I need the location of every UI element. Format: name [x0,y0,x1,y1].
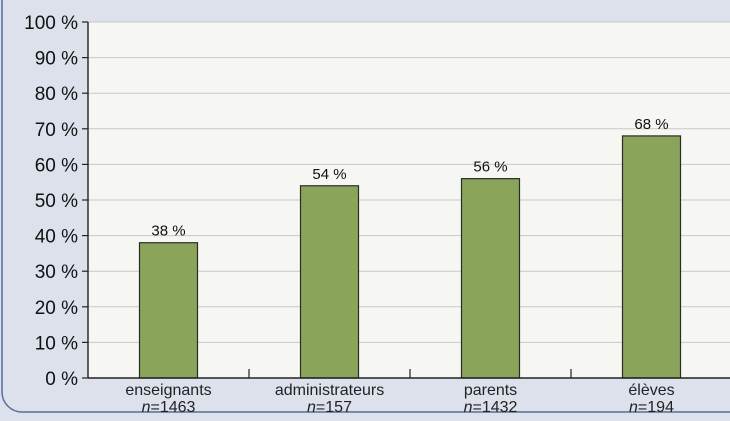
y-tick-label: 30 % [35,262,78,283]
y-tick-label: 40 % [35,227,78,248]
sample-size-label: n=157 [307,399,352,416]
sample-size-label: n=1432 [464,399,518,416]
y-tick-label: 100 % [24,13,78,34]
value-label: 56 % [473,159,507,176]
bar-3 [621,135,682,379]
value-label: 54 % [312,166,346,183]
y-tick-label: 50 % [35,191,78,212]
y-tick-label: 10 % [35,333,78,354]
y-tick-label: 90 % [35,49,78,70]
value-labels: 38 % 54 % 56 % 68 % [151,116,668,240]
x-tick-label: administrateurs [275,382,384,399]
bar-0 [138,242,199,379]
y-tick-label: 20 % [35,298,78,319]
y-tick-labels: 0 % 10 % 20 % 30 % 40 % 50 % 60 % 70 % 80 % 90 % 1… [24,13,78,390]
value-label: 68 % [634,116,668,133]
bars [138,135,682,379]
x-tick-label: enseignants [125,382,211,399]
y-tick-label: 0 % [45,369,78,390]
sample-size-label: n=194 [629,399,674,416]
value-label: 38 % [151,223,185,240]
y-tick-label: 80 % [35,84,78,105]
y-tick-label: 70 % [35,120,78,141]
axes [82,21,730,379]
x-tick-label: parents [464,382,517,399]
y-tick-label: 60 % [35,155,78,176]
bar-2 [460,178,521,379]
sample-size-label: n=1463 [142,399,196,416]
x-tick-label: élèves [628,382,674,399]
bar-1 [299,185,360,379]
